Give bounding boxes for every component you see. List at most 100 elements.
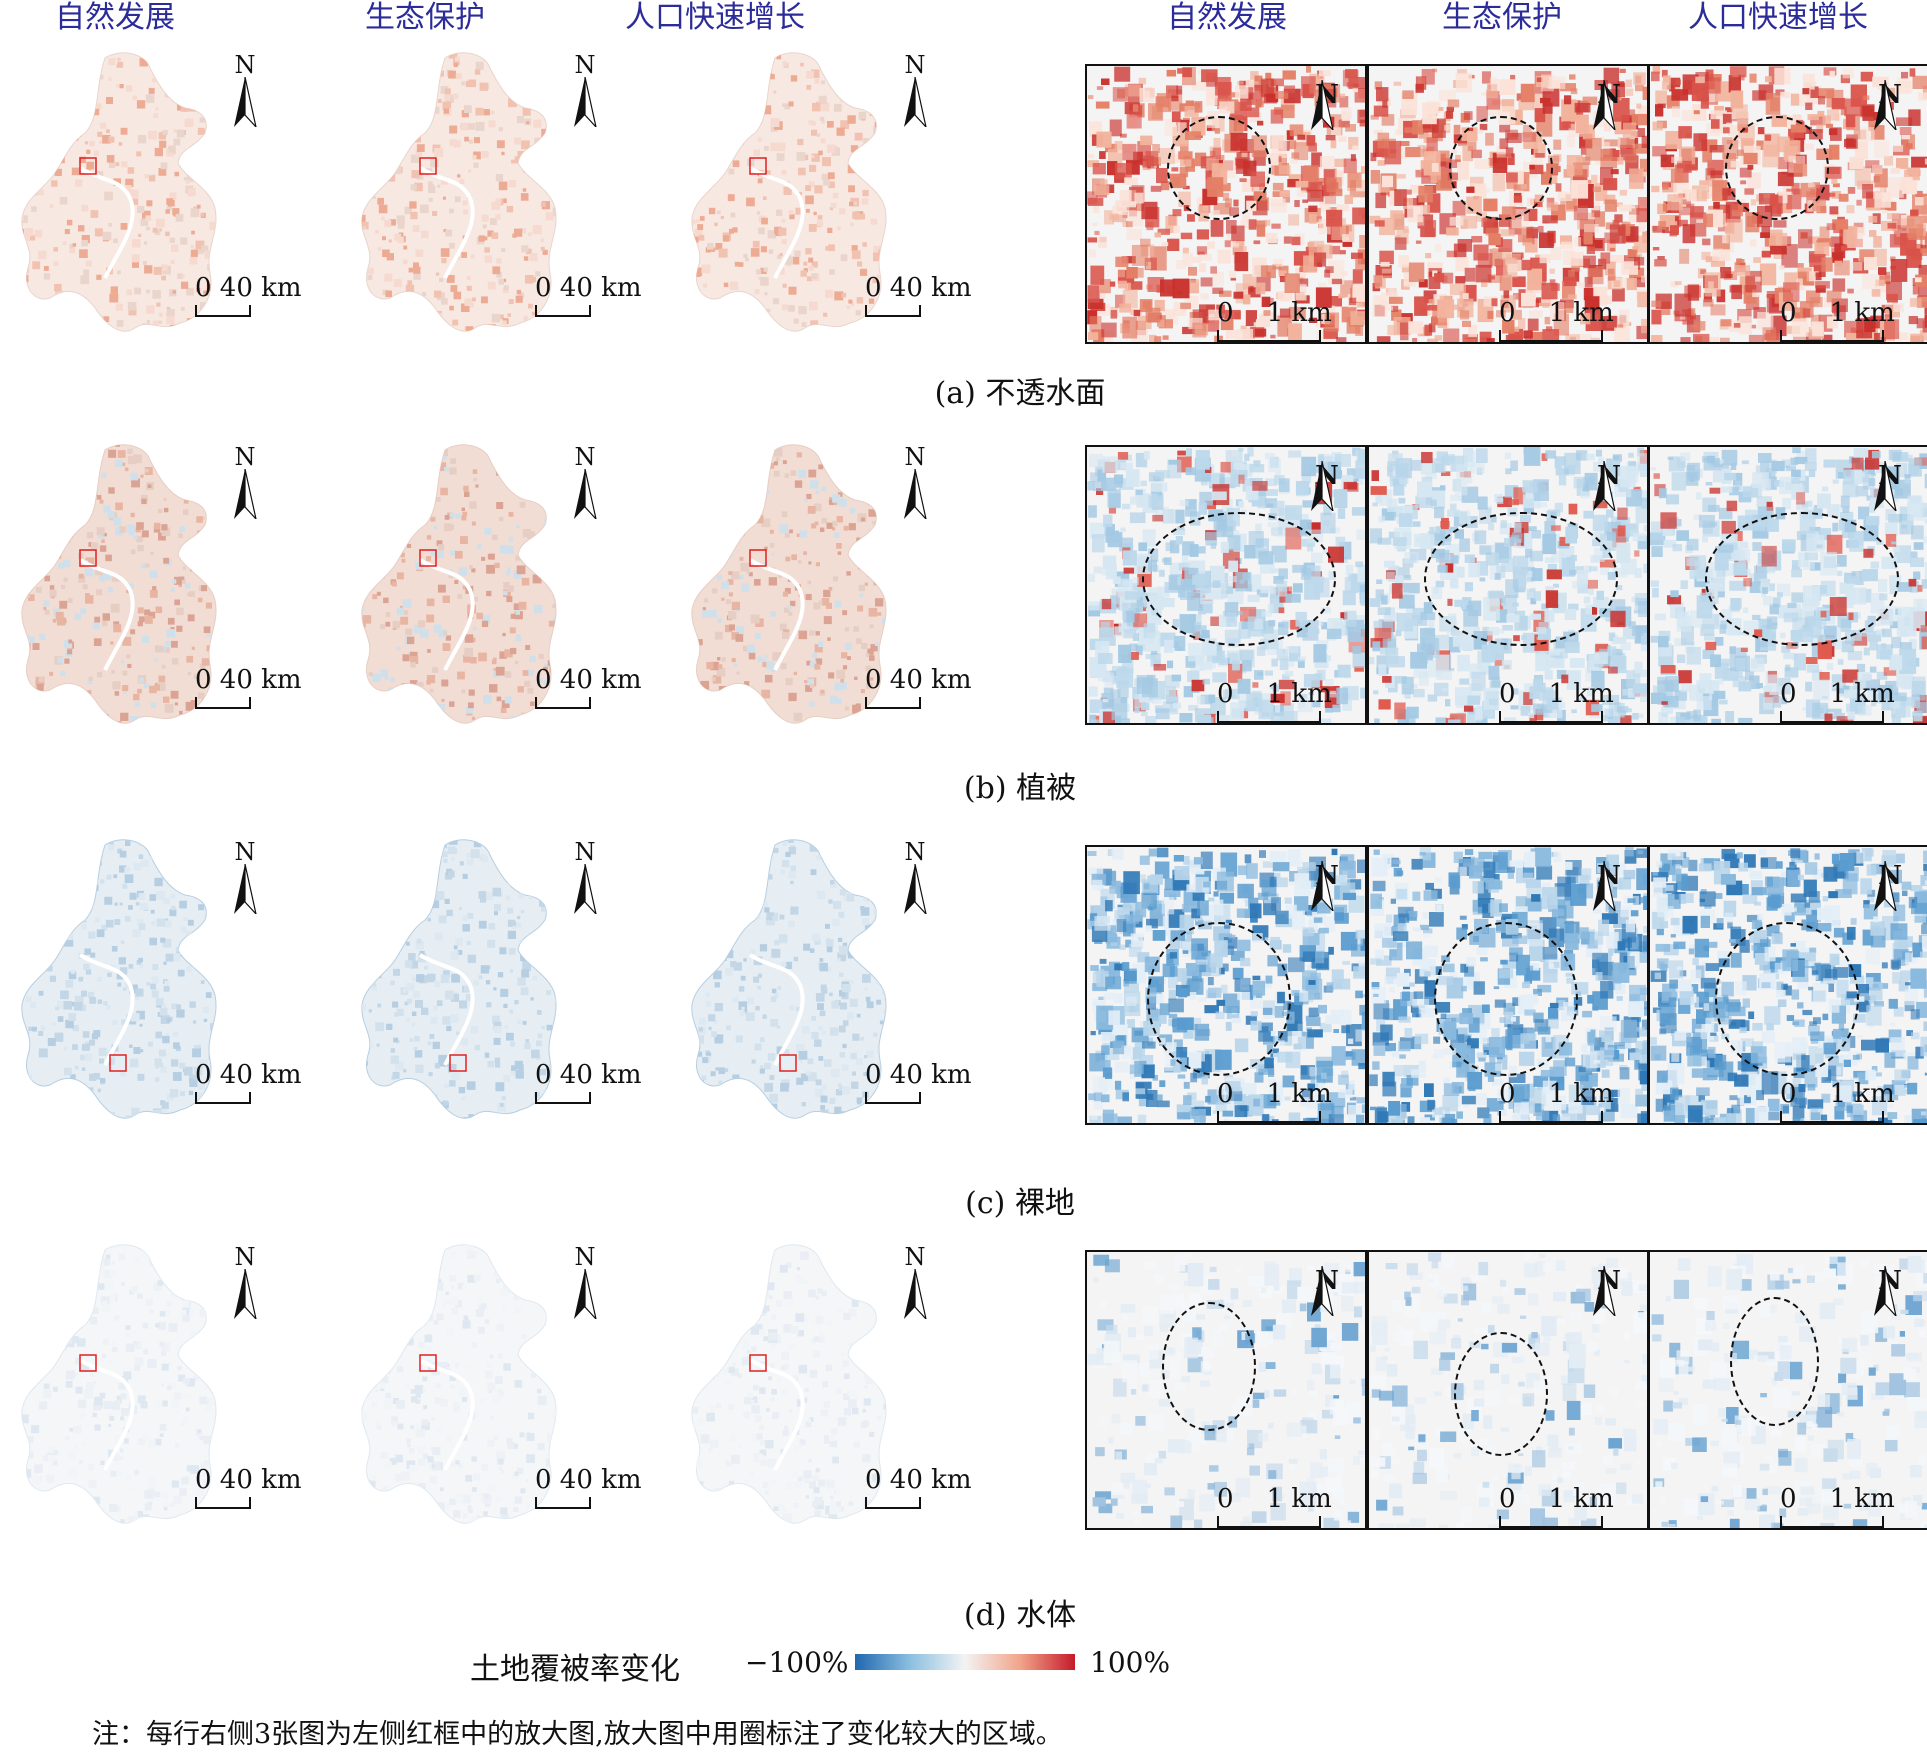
zoom-region-box — [449, 1054, 467, 1072]
zoom-region-box — [749, 157, 767, 175]
north-arrow-icon: N — [1870, 1266, 1910, 1316]
scale-bar-line — [1499, 1516, 1603, 1528]
scale-label: 0 40 km — [195, 273, 302, 303]
scale-bar: 0 1 km — [1217, 298, 1332, 342]
scale-bar: 0 1 km — [1499, 1079, 1614, 1123]
scale-label: 0 1 km — [1499, 679, 1614, 709]
scale-bar-line — [865, 1497, 921, 1509]
north-arrow-icon: N — [895, 445, 935, 525]
city-outline — [691, 1244, 887, 1524]
change-area-circle — [1424, 512, 1618, 646]
scale-bar: 0 1 km — [1780, 679, 1895, 723]
city-outline — [21, 52, 217, 332]
north-arrow-icon: N — [565, 445, 605, 525]
north-arrow-icon: N — [895, 840, 935, 920]
zoom-region-box — [749, 1354, 767, 1372]
scale-label: 0 1 km — [1499, 1484, 1614, 1514]
zoom-panel-row4-col2: N 0 1 km — [1367, 1250, 1649, 1530]
scale-bar: 0 40 km — [865, 273, 972, 317]
north-arrow-icon: N — [1870, 80, 1910, 130]
scale-label: 0 40 km — [195, 1060, 302, 1090]
city-map-row4-col3: N 0 40 km — [680, 1240, 972, 1580]
scale-bar: 0 1 km — [1780, 298, 1895, 342]
scale-bar-line — [1217, 330, 1321, 342]
north-label: N — [574, 1243, 596, 1271]
north-label: N — [904, 443, 926, 471]
city-map-row2-col1: N 0 40 km — [10, 440, 302, 780]
scale-bar-line — [1780, 330, 1884, 342]
city-map-row2-col2: N 0 40 km — [350, 440, 642, 780]
scale-bar-line — [865, 305, 921, 317]
scale-bar-line — [865, 1092, 921, 1104]
zoom-raster — [1370, 1252, 1647, 1528]
header-right-1: 自然发展 — [1167, 0, 1287, 35]
north-arrow-icon: N — [225, 840, 265, 920]
north-arrow-icon: N — [565, 840, 605, 920]
row-caption: (a) 不透水面 — [934, 376, 1106, 411]
north-arrow-icon: N — [1589, 1266, 1629, 1316]
legend-min-label: −100% — [745, 1646, 849, 1679]
city-map-row4-col1: N 0 40 km — [10, 1240, 302, 1580]
scale-label: 0 40 km — [535, 1465, 642, 1495]
north-arrow-icon: N — [565, 1245, 605, 1325]
scale-bar: 0 40 km — [865, 1465, 972, 1509]
scale-bar: 0 40 km — [195, 1060, 302, 1104]
scale-label: 0 1 km — [1217, 298, 1332, 328]
scale-bar-line — [535, 1497, 591, 1509]
scale-bar-line — [1780, 1111, 1884, 1123]
zoom-panel-row3-col1: N 0 1 km — [1085, 845, 1367, 1125]
scale-label: 0 40 km — [195, 1465, 302, 1495]
zoom-panel-row2-col1: N 0 1 km — [1085, 445, 1367, 725]
scale-label: 0 40 km — [535, 273, 642, 303]
zoom-raster — [1087, 847, 1365, 1123]
north-arrow-icon: N — [1307, 80, 1347, 130]
city-outline — [21, 444, 217, 724]
north-arrow-icon: N — [565, 53, 605, 133]
header-left-3: 人口快速增长 — [625, 0, 805, 35]
scale-label: 0 1 km — [1780, 1484, 1895, 1514]
zoom-panel-row3-col3: N 0 1 km — [1648, 845, 1927, 1125]
zoom-panel-row4-col3: N 0 1 km — [1648, 1250, 1927, 1530]
scale-bar-line — [535, 305, 591, 317]
city-map-row3-col2: N 0 40 km — [350, 835, 642, 1175]
zoom-region-box — [419, 157, 437, 175]
scale-bar: 0 40 km — [195, 1465, 302, 1509]
north-arrow-icon: N — [225, 445, 265, 525]
scale-bar-line — [1499, 330, 1603, 342]
legend-title: 土地覆被率变化 — [470, 1652, 680, 1687]
legend-colorbar — [855, 1654, 1075, 1670]
north-arrow-icon: N — [895, 53, 935, 133]
header-right-2: 生态保护 — [1442, 0, 1562, 35]
change-area-circle — [1142, 512, 1336, 646]
scale-bar-line — [195, 305, 251, 317]
north-arrow-icon: N — [1870, 861, 1910, 911]
scale-bar-line — [1780, 1516, 1884, 1528]
scale-label: 0 40 km — [865, 273, 972, 303]
city-map-row1-col3: N 0 40 km — [680, 48, 972, 388]
zoom-raster — [1651, 1253, 1927, 1528]
change-area-circle — [1715, 922, 1859, 1076]
header-left-2: 生态保护 — [365, 0, 485, 35]
zoom-panel-row1-col3: N 0 1 km — [1648, 64, 1927, 344]
north-arrow-icon: N — [225, 1245, 265, 1325]
north-label: N — [904, 51, 926, 79]
scale-bar: 0 1 km — [1499, 679, 1614, 723]
scale-label: 0 40 km — [865, 665, 972, 695]
zoom-panel-row4-col1: N 0 1 km — [1085, 1250, 1367, 1530]
change-area-circle — [1147, 922, 1291, 1076]
legend-max-label: 100% — [1090, 1646, 1171, 1679]
scale-label: 0 1 km — [1217, 679, 1332, 709]
scale-label: 0 40 km — [865, 1465, 972, 1495]
scale-bar-line — [865, 697, 921, 709]
zoom-region-box — [79, 157, 97, 175]
zoom-panel-row2-col2: N 0 1 km — [1367, 445, 1649, 725]
north-arrow-icon: N — [1870, 461, 1910, 511]
city-map-row4-col2: N 0 40 km — [350, 1240, 642, 1580]
scale-bar: 0 1 km — [1217, 679, 1332, 723]
scale-label: 0 40 km — [865, 1060, 972, 1090]
north-arrow-icon: N — [1589, 461, 1629, 511]
scale-label: 0 40 km — [535, 1060, 642, 1090]
change-area-circle — [1167, 116, 1271, 220]
change-area-circle — [1705, 512, 1899, 646]
scale-bar: 0 1 km — [1217, 1079, 1332, 1123]
